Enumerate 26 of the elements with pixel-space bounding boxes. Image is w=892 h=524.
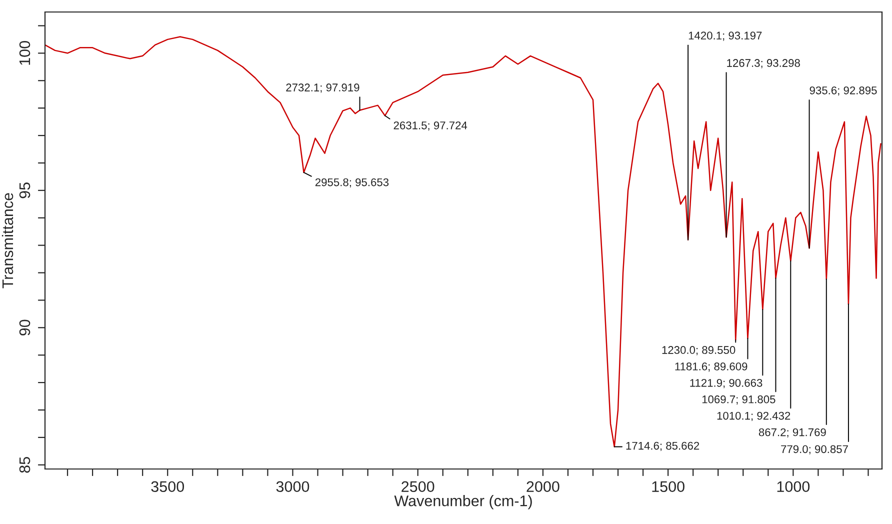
annotation: 1230.0; 89.550 xyxy=(662,346,736,356)
annotation: 2955.8; 95.653 xyxy=(315,178,389,188)
y-tick-label: 100 xyxy=(19,41,30,65)
x-tick-label: 2500 xyxy=(402,481,434,492)
x-tick-label: 3000 xyxy=(276,481,310,492)
annotation: 867.2; 91.769 xyxy=(758,428,826,438)
annotation: 1069.7; 91.805 xyxy=(702,395,776,405)
annotation: 1267.3; 93.298 xyxy=(727,59,800,68)
y-tick-label: 95 xyxy=(19,182,30,198)
x-tick-label: 1000 xyxy=(777,481,810,492)
y-axis-title: Transmittance xyxy=(2,193,14,288)
annotation: 1010.1; 92.432 xyxy=(717,412,790,422)
x-tick-label: 1500 xyxy=(652,481,684,492)
y-tick-label: 85 xyxy=(19,457,30,473)
annotation: 1420.1; 93.197 xyxy=(688,32,762,41)
annotation: 2732.1; 97.919 xyxy=(286,84,360,93)
x-tick-label: 3500 xyxy=(151,481,184,492)
annotation: 1121.9; 90.663 xyxy=(690,378,762,388)
annotation: 2631.5; 97.724 xyxy=(394,121,468,131)
annotation: 1181.6; 89.609 xyxy=(675,362,748,372)
y-tick-label: 90 xyxy=(19,320,30,336)
annotation: 779.0; 90.857 xyxy=(781,445,848,454)
annotation: 935.6; 92.895 xyxy=(810,86,877,96)
annotation: 1714.6; 85.662 xyxy=(626,442,700,452)
x-tick-label: 2000 xyxy=(526,481,560,492)
x-axis-title: Wavenumber (cm-1) xyxy=(394,495,532,510)
